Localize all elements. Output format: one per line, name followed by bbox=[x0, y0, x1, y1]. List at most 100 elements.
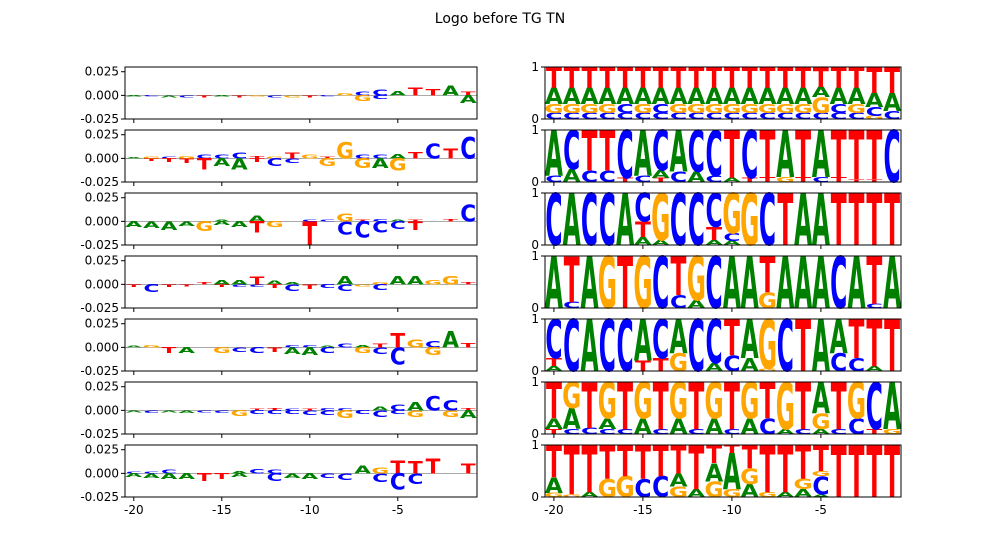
logo-letter: A bbox=[776, 84, 794, 109]
svg-text:T: T bbox=[795, 176, 811, 184]
svg-text:G: G bbox=[811, 94, 830, 119]
svg-text:T: T bbox=[564, 432, 580, 511]
logo-letter: C bbox=[319, 95, 335, 97]
logo-letter: G bbox=[231, 409, 249, 418]
svg-text:T: T bbox=[599, 120, 615, 185]
left-panel-5: A G C C A C A T T G C A TT A G C C T A A C G C C G0.0250.000-0.0… bbox=[80, 317, 478, 378]
svg-text:C: C bbox=[267, 157, 283, 169]
logo-letter: A bbox=[161, 410, 178, 413]
left-panel-2: A G C G C C C T G T G T G C C A T C T CT T T T A A T C C G G A G0.0250.… bbox=[80, 128, 478, 189]
svg-text:C: C bbox=[652, 472, 669, 505]
svg-text:T: T bbox=[599, 63, 615, 96]
svg-text:A: A bbox=[213, 95, 230, 97]
svg-text:T: T bbox=[546, 437, 562, 488]
y-tick-label: 1 bbox=[531, 312, 539, 326]
y-tick-label: 0.000 bbox=[85, 214, 119, 228]
svg-text:T: T bbox=[408, 219, 423, 222]
x-tick-label: -20 bbox=[124, 503, 144, 517]
svg-text:T: T bbox=[373, 342, 388, 348]
logo-letter: T bbox=[267, 283, 282, 289]
axes-frame bbox=[124, 129, 478, 183]
svg-text:C: C bbox=[670, 292, 687, 313]
svg-text:A: A bbox=[178, 220, 196, 228]
logo-letter: A bbox=[442, 328, 459, 353]
logo-letter: T bbox=[250, 155, 265, 159]
logo-letter: C bbox=[355, 153, 371, 159]
svg-text:A: A bbox=[812, 243, 830, 325]
svg-text:A: A bbox=[389, 152, 407, 160]
svg-text:A: A bbox=[563, 166, 581, 187]
logo-letter: G bbox=[407, 409, 425, 419]
logo-letter: A bbox=[776, 428, 795, 436]
logo-letter: G bbox=[562, 494, 581, 498]
logo-letter: T bbox=[426, 454, 441, 478]
svg-text:G: G bbox=[301, 153, 319, 159]
logo-letter: T bbox=[831, 432, 847, 514]
right-panel-4: A CT A G T G C CT AG C A A GT A A A C A CT A10 bbox=[531, 243, 902, 325]
logo-letter: T bbox=[760, 433, 776, 507]
logo-letter: A bbox=[284, 346, 301, 356]
logo-letter: A bbox=[213, 278, 231, 286]
logo-letter: A bbox=[545, 365, 564, 373]
svg-text:T: T bbox=[250, 275, 265, 287]
logo-letter: G bbox=[669, 374, 688, 432]
svg-text:C: C bbox=[284, 344, 300, 348]
logo-letter: C bbox=[652, 472, 669, 505]
logo-letter: T bbox=[179, 284, 194, 287]
logo-letter: C bbox=[337, 283, 353, 293]
svg-text:A: A bbox=[669, 121, 687, 186]
svg-text:G: G bbox=[336, 409, 354, 421]
logo-letter: C bbox=[670, 180, 687, 262]
logo-letter: C bbox=[545, 309, 562, 371]
svg-text:G: G bbox=[633, 374, 652, 432]
svg-text:T: T bbox=[214, 472, 230, 481]
logo-letter: C bbox=[848, 112, 865, 122]
logo-letter: T bbox=[866, 117, 882, 196]
logo-letter: A bbox=[213, 220, 231, 226]
logo-letter: T bbox=[706, 440, 722, 469]
logo-letter: C bbox=[741, 112, 758, 122]
svg-text:C: C bbox=[372, 409, 388, 419]
svg-text:A: A bbox=[794, 84, 812, 109]
logo-letter: G bbox=[266, 220, 284, 229]
logo-letter: A bbox=[231, 157, 248, 174]
logo-letter: T bbox=[777, 180, 793, 262]
logo-letter: T bbox=[653, 355, 670, 376]
svg-text:C: C bbox=[267, 409, 283, 415]
svg-text:T: T bbox=[390, 456, 405, 478]
svg-text:C: C bbox=[848, 112, 865, 122]
logo-letter: G bbox=[336, 212, 354, 224]
logo-letter: C bbox=[581, 168, 598, 186]
svg-text:A: A bbox=[741, 481, 759, 502]
svg-text:T: T bbox=[302, 408, 317, 411]
svg-text:G: G bbox=[598, 474, 617, 503]
svg-text:C: C bbox=[563, 120, 580, 182]
svg-text:C: C bbox=[302, 344, 318, 348]
svg-text:T: T bbox=[443, 218, 458, 222]
logo-letter: T bbox=[461, 90, 476, 96]
svg-text:G: G bbox=[633, 243, 652, 325]
logo-letter: G bbox=[336, 139, 354, 164]
axes-frame bbox=[124, 444, 478, 498]
x-tick-label: -5 bbox=[815, 503, 827, 517]
logo-letter: C bbox=[284, 283, 300, 293]
logo-letter: G bbox=[811, 410, 830, 435]
logo-letter: A bbox=[580, 243, 598, 325]
logo-letter: T bbox=[320, 156, 335, 159]
svg-text:A: A bbox=[865, 365, 884, 373]
logo-letter: C bbox=[337, 472, 353, 482]
svg-text:T: T bbox=[866, 432, 882, 514]
svg-text:C: C bbox=[688, 112, 705, 122]
svg-text:T: T bbox=[197, 157, 212, 174]
logo-letter: T bbox=[599, 63, 615, 96]
svg-text:C: C bbox=[848, 355, 865, 376]
logo-letter: T bbox=[706, 223, 723, 244]
axes-frame bbox=[544, 444, 902, 498]
svg-text:C: C bbox=[777, 306, 794, 388]
svg-text:C: C bbox=[337, 217, 353, 239]
svg-text:A: A bbox=[723, 240, 742, 247]
svg-text:G: G bbox=[598, 374, 617, 432]
logo-letter: C bbox=[777, 112, 794, 122]
logo-letter: T bbox=[795, 63, 811, 96]
svg-text:T: T bbox=[724, 117, 740, 194]
